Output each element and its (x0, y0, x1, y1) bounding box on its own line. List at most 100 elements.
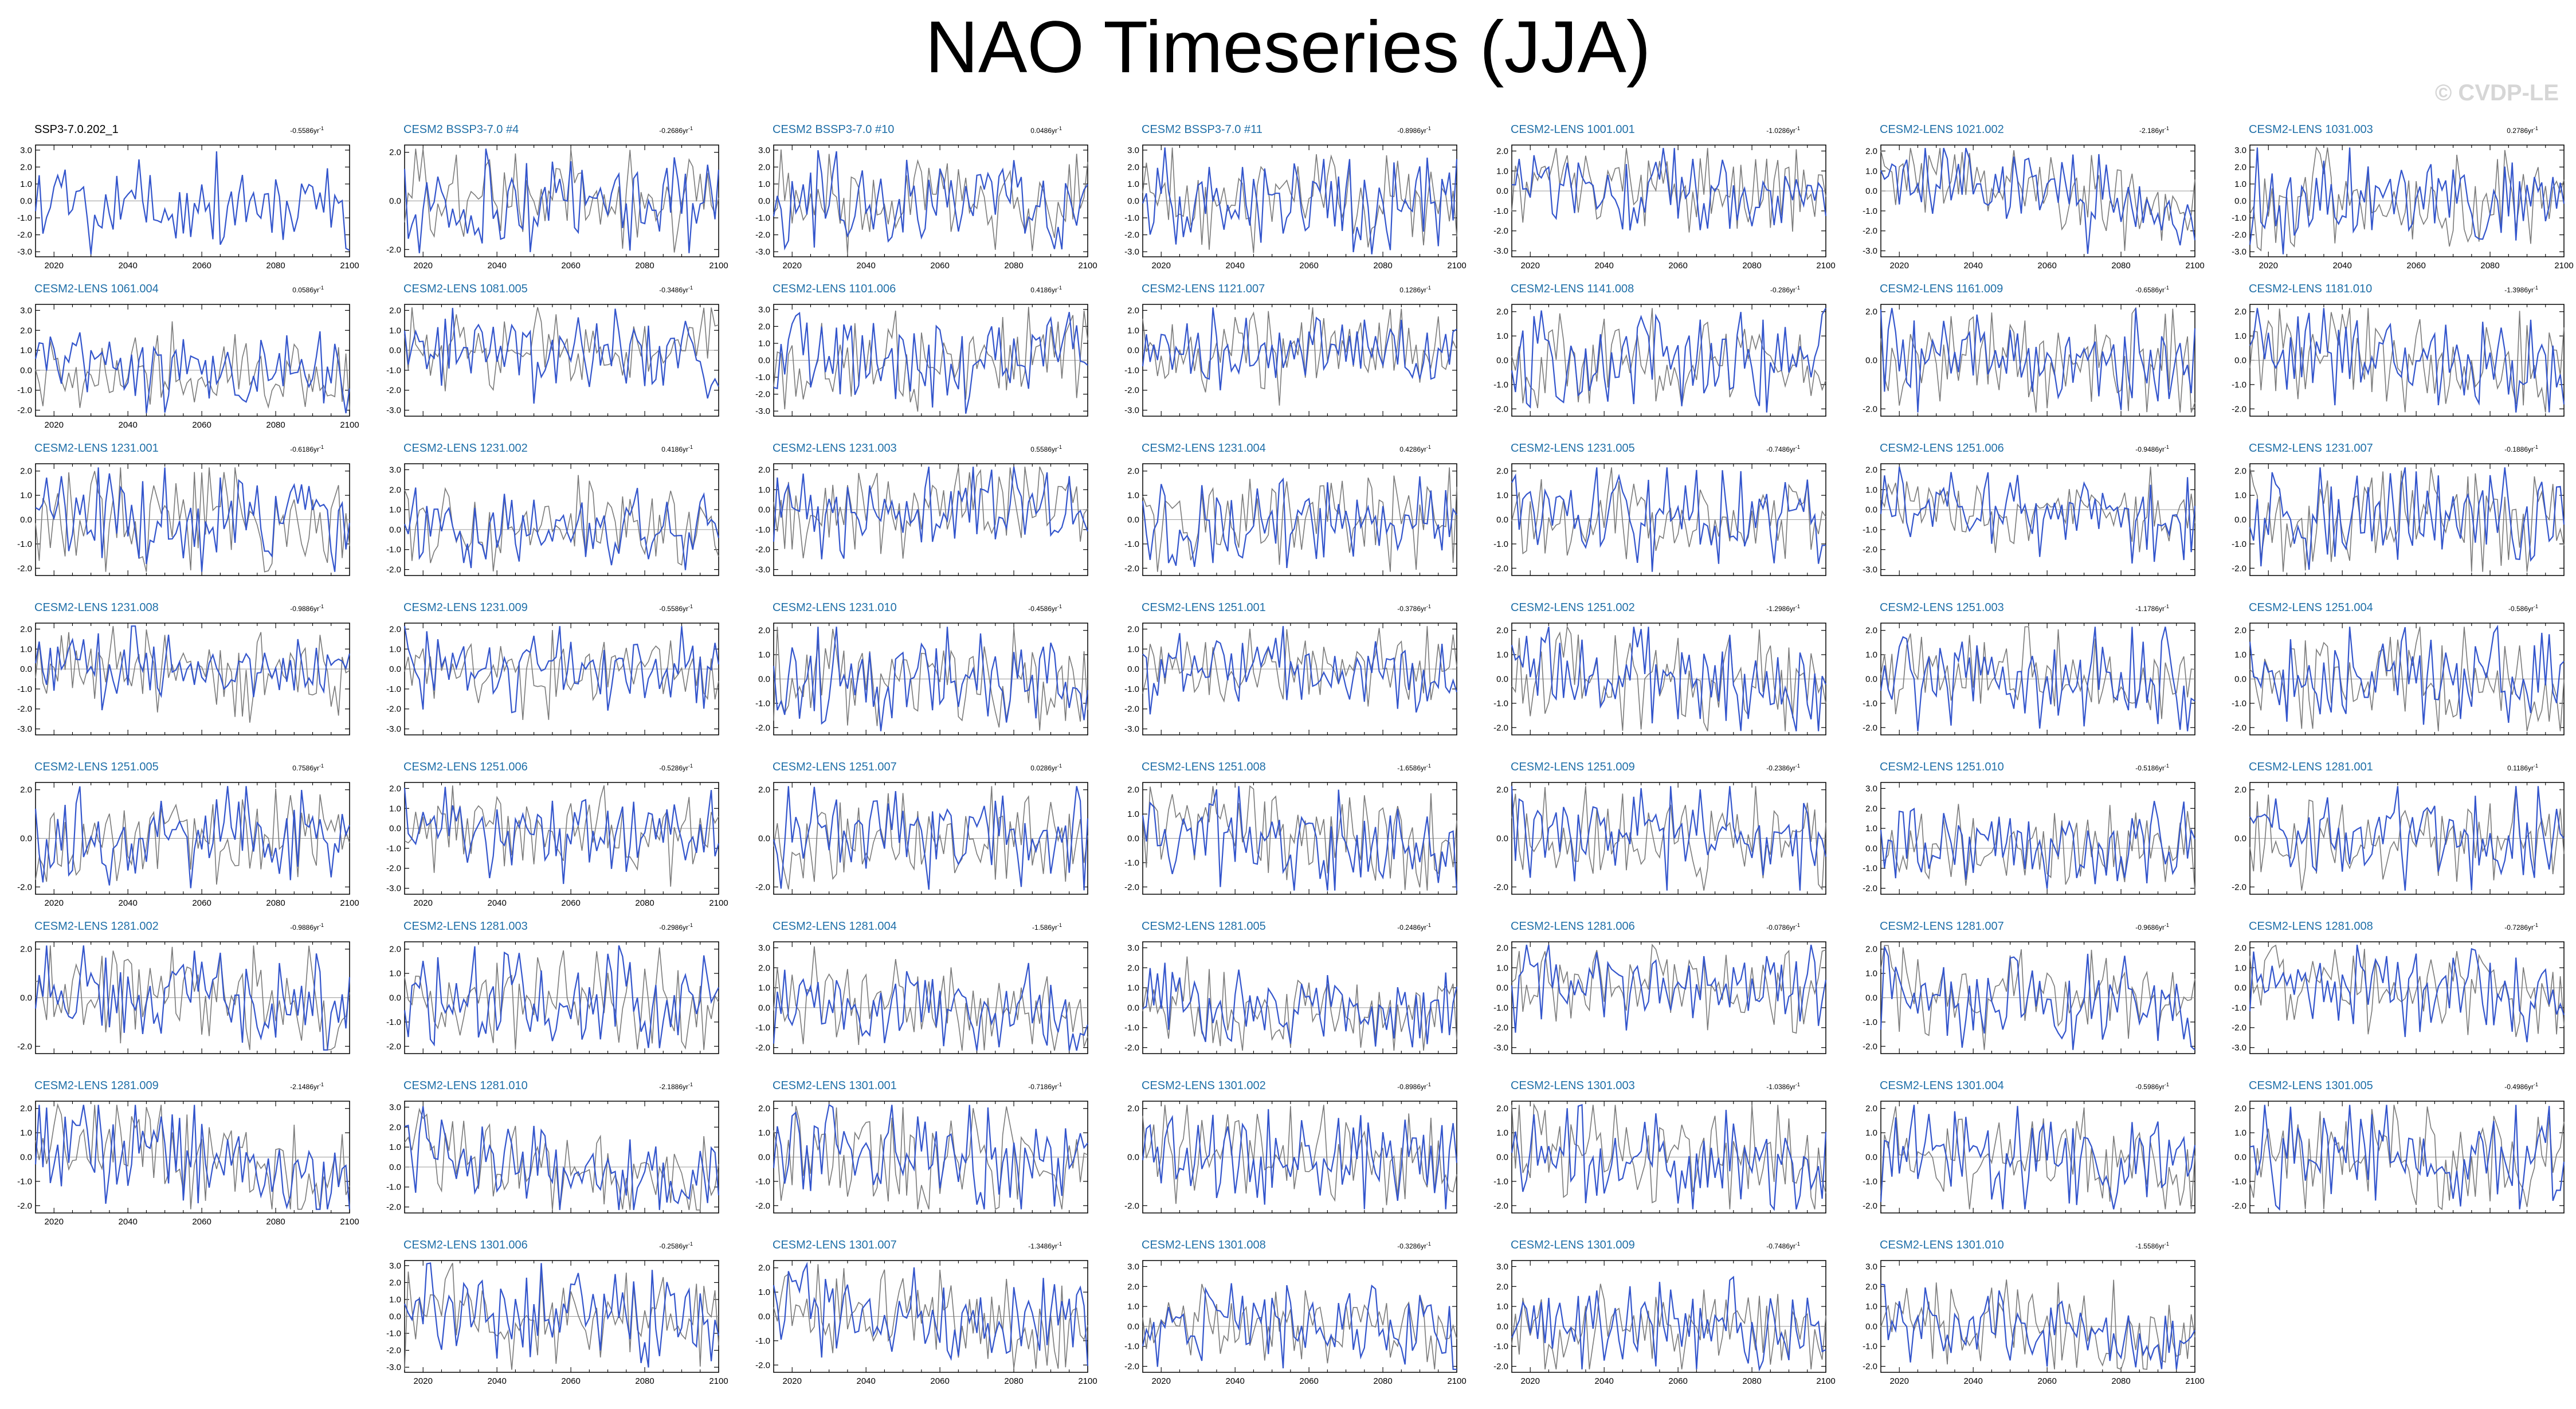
trend-exponent: -1 (319, 444, 324, 450)
x-tick-label: 2020 (1152, 1376, 1171, 1386)
y-tick-label: 0.0 (389, 525, 401, 535)
panel-trend: -0.2986yr-1 (659, 922, 693, 931)
panel-trend: -1.2986yr-1 (1766, 604, 1800, 613)
panel-title: CESM2-LENS 1231.004 (1142, 442, 1266, 455)
nao-panel: CESM2 BSSP3-7.0 #11 -0.8986yr-1 3.0 2.0 1.0 0… (1107, 123, 1474, 281)
panel-plot: 2.0 0.0 -2.0 (1863, 304, 2196, 417)
reference-series-line (1880, 467, 2195, 553)
y-tick-label: 2.0 (2234, 626, 2246, 636)
panel-trend: -0.9686yr-1 (2135, 922, 2169, 931)
reference-series-line (1880, 1279, 2195, 1370)
trend-unit: 86yr (2151, 127, 2165, 135)
panel-title: CESM2 BSSP3-7.0 #10 (773, 123, 895, 136)
reference-series-line (1880, 1106, 2195, 1210)
trend-exponent: -1 (688, 1241, 693, 1247)
trend-unit: 86yr (305, 764, 319, 772)
panel-trend: 0.1186yr-1 (2507, 763, 2538, 772)
y-tick-label: 2.0 (758, 1104, 770, 1114)
y-tick-label: 0.0 (20, 197, 32, 206)
y-tick-label: -1.0 (386, 1017, 401, 1027)
y-tick-label: -2.0 (2232, 230, 2246, 240)
nao-series-line (773, 312, 1088, 414)
x-tick-label: 2080 (266, 1217, 285, 1227)
panel-plot: 2.0 1.0 0.0 -1.0 -2.0 (386, 941, 719, 1054)
panel-trend: -0.7186yr-1 (1028, 1082, 1062, 1091)
nao-panel: CESM2-LENS 1301.002 -0.8986yr-1 2.0 0.0 -2.0 (1107, 1079, 1474, 1237)
trend-unit: 86yr (305, 605, 319, 613)
trend-unit: 86yr (2520, 445, 2534, 453)
trend-value: -0.59 (2135, 1083, 2151, 1091)
nao-series-line (773, 1103, 1088, 1210)
y-tick-label: 1.0 (1865, 1302, 1877, 1312)
x-tick-label: 2040 (2332, 261, 2351, 271)
panel-title: CESM2-LENS 1251.006 (1880, 442, 2004, 455)
trend-unit: 86yr (2520, 764, 2534, 772)
y-tick-label: 0.0 (389, 197, 401, 206)
y-tick-label: -2.0 (17, 1201, 32, 1211)
trend-unit: 86yr (675, 1083, 688, 1091)
y-tick-label: 1.0 (758, 650, 770, 660)
y-tick-label: -2.0 (755, 882, 770, 892)
trend-exponent: -1 (2533, 444, 2538, 450)
panel-trend: -0.586yr-1 (2508, 604, 2538, 613)
x-tick-label: 2100 (340, 1217, 359, 1227)
trend-unit: 86yr (2151, 286, 2165, 294)
panel-title: CESM2-LENS 1301.008 (1142, 1239, 1266, 1251)
y-tick-label: 2.0 (1496, 785, 1508, 795)
y-tick-label: 1.0 (20, 179, 32, 189)
trend-value: -0.98 (290, 923, 306, 931)
trend-unit: 86yr (1782, 923, 1795, 931)
nao-series-line (1880, 946, 2195, 1051)
panel-title: CESM2-LENS 1251.002 (1511, 601, 1635, 614)
y-tick-label: 2.0 (20, 162, 32, 172)
trend-value: -1.55 (2135, 1242, 2151, 1250)
panel-plot: 2.0 1.0 0.0 -1.0 -2.0 (1493, 623, 1827, 735)
y-tick-label: 0.0 (1127, 197, 1139, 206)
panel-title: CESM2-LENS 1281.004 (773, 920, 897, 933)
trend-value: -1.65 (1397, 764, 1413, 772)
nao-panel: CESM2-LENS 1161.009 -0.6586yr-1 2.0 0.0 -2.0 (1845, 283, 2212, 440)
y-tick-label: 1.0 (758, 339, 770, 349)
trend-value: 0.41 (661, 445, 675, 453)
trend-exponent: -1 (688, 285, 693, 291)
y-tick-label: 1.0 (2234, 963, 2246, 973)
trend-unit: 86yr (1044, 286, 1057, 294)
x-tick-label: 2040 (118, 261, 137, 271)
y-tick-label: -3.0 (755, 247, 770, 257)
x-tick-label: 2040 (487, 261, 506, 271)
panel-trend: -0.5986yr-1 (2135, 1082, 2169, 1091)
y-tick-label: 0.0 (2234, 1153, 2246, 1163)
trend-unit: 86yr (1782, 764, 1795, 772)
y-tick-label: -2.0 (755, 1360, 770, 1370)
trend-unit: 86yr (2151, 605, 2165, 613)
trend-exponent: -1 (1426, 285, 1431, 291)
nao-series-line (403, 786, 720, 884)
y-tick-label: 3.0 (1865, 784, 1877, 793)
y-tick-label: 3.0 (20, 306, 32, 315)
x-tick-label: 2060 (2037, 1376, 2056, 1386)
y-tick-label: 3.0 (1127, 1262, 1139, 1271)
nao-series-line (1511, 944, 1827, 1033)
y-tick-label: 1.0 (1496, 166, 1508, 176)
y-tick-label: 0.0 (1127, 1322, 1139, 1332)
nao-series-line (403, 945, 719, 1048)
x-tick-label: 2060 (192, 420, 211, 430)
panel-trend: -0.8986yr-1 (1397, 126, 1431, 135)
nao-series-line (34, 1105, 351, 1210)
panel-plot: 3.0 2.0 1.0 0.0 -1.0 -2.0 (1863, 782, 2196, 895)
trend-value: -0.34 (659, 286, 675, 294)
y-tick-label: -3.0 (1124, 725, 1139, 734)
trend-unit: 86yr (2520, 605, 2534, 613)
trend-exponent: -1 (688, 1082, 693, 1087)
x-tick-label: 2100 (2185, 1376, 2204, 1386)
panel-title: CESM2-LENS 1281.007 (1880, 920, 2004, 933)
x-tick-label: 2100 (340, 420, 359, 430)
y-tick-label: 0.0 (1127, 346, 1139, 355)
x-tick-label: 2060 (1299, 1376, 1318, 1386)
y-tick-label: -1.0 (1124, 684, 1139, 694)
y-tick-label: 1.0 (1496, 491, 1508, 500)
panel-title: CESM2-LENS 1061.004 (34, 283, 159, 295)
x-tick-label: 2020 (45, 261, 64, 271)
y-tick-label: 2.0 (1127, 1104, 1139, 1114)
x-tick-label: 2040 (118, 898, 137, 908)
